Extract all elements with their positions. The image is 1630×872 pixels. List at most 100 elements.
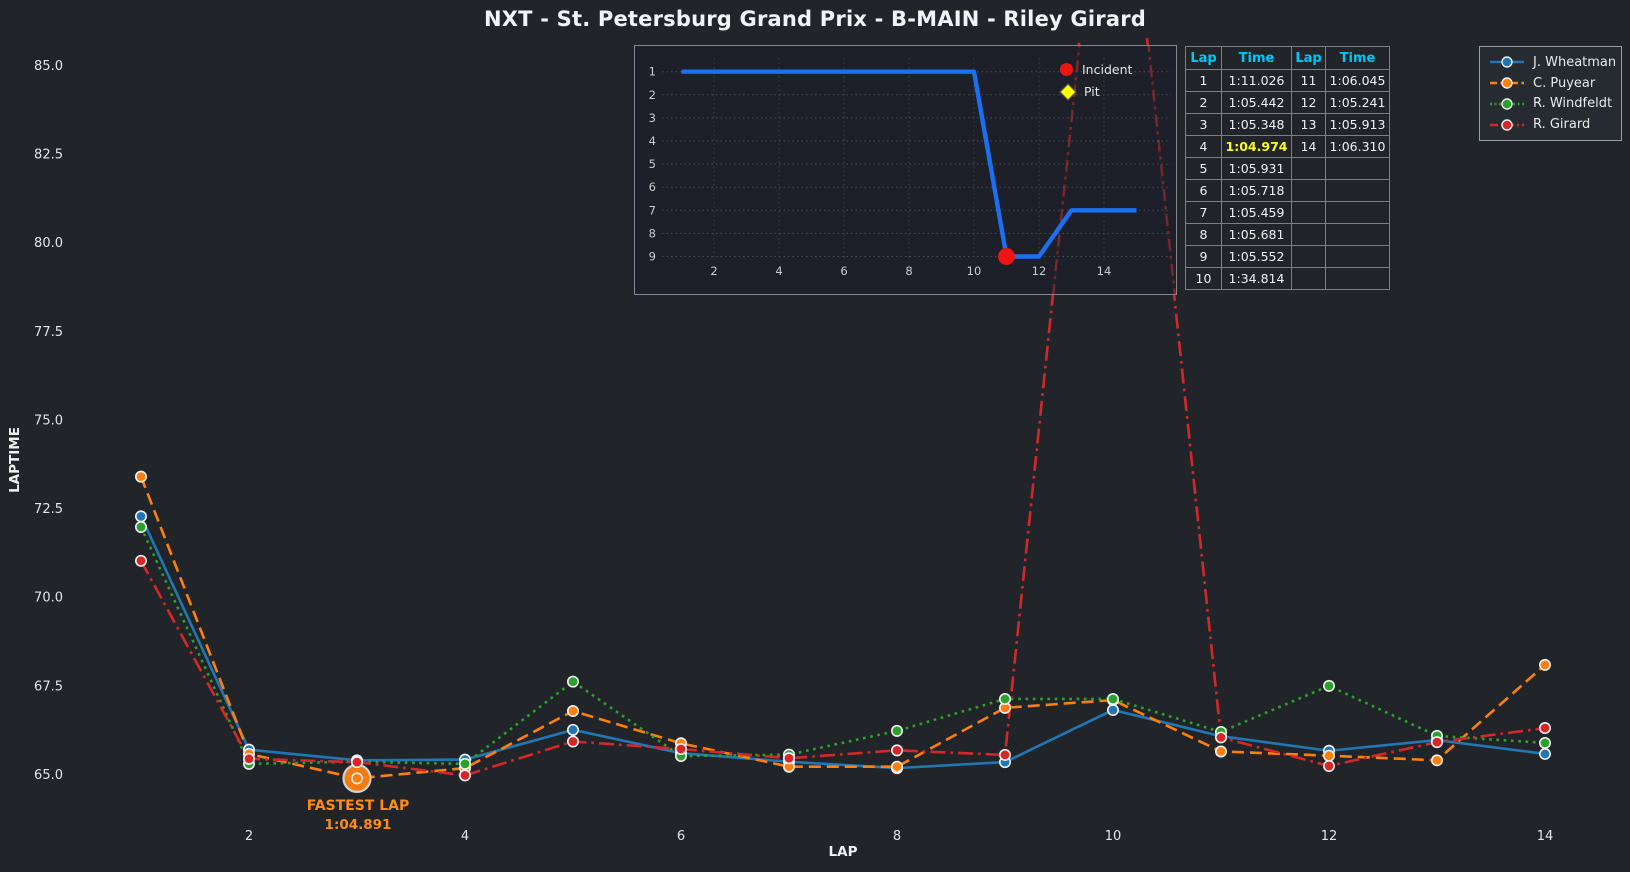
legend-item: C. Puyear [1489,76,1621,91]
legend-label: R. Windfeldt [1533,96,1613,112]
inset-x-tick-label: 2 [710,264,717,278]
inset-x-tick-label: 14 [1097,264,1112,278]
inset-x-tick-label: 10 [967,264,982,278]
series-legend: J. Wheatman C. Puyear R. Windfeldt R. Girar… [1479,46,1622,141]
fastest-lap-label: FASTEST LAP [307,798,410,814]
table-header-cell: Lap [1291,46,1326,70]
table-row: 10 1:34.814 [1185,267,1390,290]
data-point-marker [1107,703,1120,716]
y-tick-label: 80.0 [34,236,63,251]
inset-x-tick-label: 8 [905,264,912,278]
legend-label: R. Girard [1533,117,1591,133]
inset-x-tick-label: 6 [840,264,847,278]
data-point-marker [1323,749,1336,762]
lap-cell: 11 [1291,69,1326,92]
pit-legend-item: Pit [1059,83,1132,100]
lap-cell [1291,157,1326,180]
inset-y-tick-label: 8 [649,226,656,240]
lap-cell: 2 [1185,91,1222,114]
data-point-marker [998,692,1011,705]
lap-cell [1291,223,1326,246]
y-tick-label: 65.0 [34,768,63,783]
data-point-marker [890,760,903,773]
table-row: 8 1:05.681 [1185,223,1390,246]
inset-legend: Incident Pit [1059,61,1133,100]
table-header-cell: Time [1325,46,1390,70]
lap-time-table: Lap Time Lap Time 1 1:11.026 11 1:06.045 2 1:05.4… [1185,46,1390,290]
spike-bleed-line [1052,46,1081,294]
lap-cell: 9 [1185,245,1222,268]
time-cell: 1:05.241 [1325,91,1390,114]
series-line-r-girard [139,38,1546,777]
time-cell: 1:06.045 [1325,69,1390,92]
series-lines [139,38,1546,780]
data-point-marker [998,748,1011,761]
time-cell [1325,201,1390,224]
data-point-marker [243,752,256,765]
table-header-cell: Lap [1185,46,1222,70]
inset-y-tick-label: 9 [649,250,656,264]
time-cell [1325,179,1390,202]
lap-cell: 10 [1185,267,1222,290]
time-cell: 1:05.681 [1221,223,1292,246]
time-cell: 1:05.552 [1221,245,1292,268]
inset-y-tick-label: 1 [649,65,656,79]
table-row: 1 1:11.026 11 1:06.045 [1185,69,1390,92]
spike-bleed-line [1147,46,1176,294]
legend-swatch [1490,98,1524,110]
inset-y-tick-label: 3 [649,111,656,125]
table-header-cell: Time [1221,46,1292,70]
time-cell: 1:05.442 [1221,91,1292,114]
lap-cell: 3 [1185,113,1222,136]
series-line-c-puyear [139,476,1546,780]
inset-legend-label: Incident [1082,62,1133,77]
lap-cell: 14 [1291,135,1326,158]
data-point-marker [135,520,148,533]
x-tick-label: 6 [677,829,685,844]
inset-y-tick-label: 5 [649,157,656,171]
time-cell [1325,157,1390,180]
time-cell [1325,245,1390,268]
inset-x-tick-label: 12 [1032,264,1047,278]
time-cell: 1:05.931 [1221,157,1292,180]
lap-cell [1291,245,1326,268]
data-point-marker [1539,736,1552,749]
data-point-marker [566,675,579,688]
x-tick-label: 14 [1537,829,1554,844]
table-row: 9 1:05.552 [1185,245,1390,268]
incident-marker [998,248,1015,265]
y-tick-label: 85.0 [34,59,63,74]
data-point-marker [350,756,363,769]
y-tick-label: 70.0 [34,591,63,606]
data-point-marker [890,744,903,757]
data-point-marker [890,724,903,737]
lap-cell: 1 [1185,69,1222,92]
time-cell [1325,267,1390,290]
fastest-lap-time: 1:04.891 [325,817,392,833]
x-axis-label: LAP [829,844,858,860]
data-point-marker [1215,745,1228,758]
legend-swatch [1490,77,1524,89]
legend-item: J. Wheatman [1489,55,1621,70]
legend-label: C. Puyear [1533,75,1596,91]
time-cell: 1:05.718 [1221,179,1292,202]
data-point-marker [1431,736,1444,749]
chart-title: NXT - St. Petersburg Grand Prix - B-MAIN… [484,7,1146,31]
table-row: 2 1:05.442 12 1:05.241 [1185,91,1390,114]
x-tick-label: 4 [461,829,469,844]
data-point-marker [566,735,579,748]
time-cell: 1:05.459 [1221,201,1292,224]
time-cell: 1:34.814 [1221,267,1292,290]
time-cell: 1:04.974 [1221,135,1292,158]
data-point-marker [1215,731,1228,744]
data-point-marker [566,723,579,736]
data-point-marker [135,554,148,567]
incident-dot-icon [1060,63,1073,76]
y-tick-label: 75.0 [34,413,63,428]
lap-cell: 12 [1291,91,1326,114]
data-point-marker [1107,692,1120,705]
data-point-marker [458,769,471,782]
